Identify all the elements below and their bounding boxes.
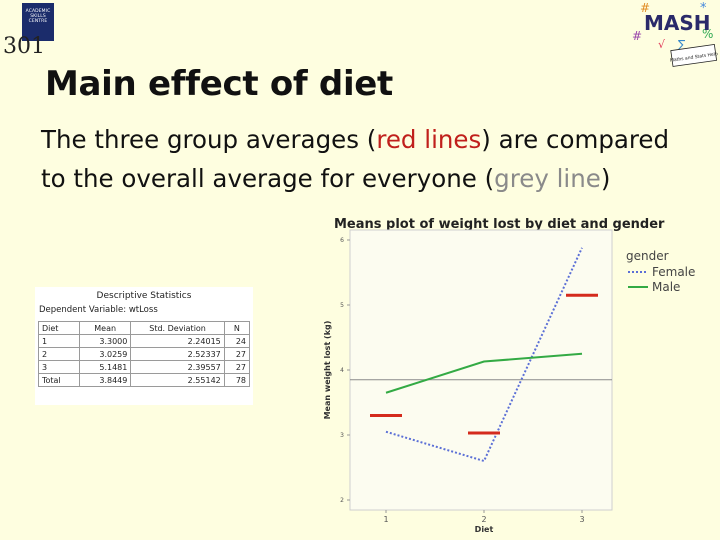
svg-text:%: % — [702, 27, 713, 41]
table-cell: 2.24015 — [130, 334, 225, 348]
table-row: 1 3.3000 2.24015 24 — [38, 334, 251, 348]
red-lines-phrase: red lines — [376, 125, 482, 154]
slide-title: Main effect of diet — [45, 64, 394, 104]
x-tick-label: 1 — [383, 515, 388, 524]
stats-header-cell: Mean — [78, 321, 132, 335]
table-cell: 3.8449 — [78, 373, 132, 387]
stats-header-cell: Std. Deviation — [130, 321, 225, 335]
table-cell: 3.3000 — [78, 334, 132, 348]
body-text-part-3: ) — [600, 164, 611, 193]
institution-logo: ACADEMIC SKILLS CENTRE 301 — [0, 0, 60, 70]
stats-header-cell: N — [223, 321, 251, 335]
logo-badge-text: ACADEMIC SKILLS CENTRE — [25, 9, 51, 24]
mash-brand: MASH — [644, 11, 711, 35]
table-row: 2 3.0259 2.52337 27 — [38, 347, 251, 361]
svg-text:#: # — [640, 1, 650, 15]
means-plot-chart: Means plot of weight lost by diet and ge… — [318, 210, 718, 535]
stats-header-row: Diet Mean Std. Deviation N — [38, 321, 251, 335]
y-tick-label: 5 — [340, 302, 344, 309]
table-cell: 27 — [223, 360, 251, 374]
body-text-part-2: ) are compared to the overall average fo… — [41, 125, 670, 193]
descriptive-statistics-table: Descriptive Statistics Dependent Variabl… — [35, 287, 253, 405]
table-row: 3 5.1481 2.39557 27 — [38, 360, 251, 374]
logo-number: 301 — [3, 34, 45, 59]
table-cell: 3.0259 — [78, 347, 132, 361]
body-text-part-1: The three group averages ( — [41, 125, 377, 154]
slide-body-text: The three group averages (red lines) are… — [41, 120, 681, 198]
x-tick-label: 2 — [481, 515, 486, 524]
table-row: Total 3.8449 2.55142 78 — [38, 373, 251, 387]
y-tick-label: 4 — [340, 367, 344, 374]
stats-dependent-variable: Dependent Variable: wtLoss — [39, 305, 158, 315]
y-tick-label: 6 — [340, 237, 344, 244]
svg-text:√: √ — [658, 38, 666, 51]
table-cell: Total — [38, 373, 80, 387]
y-axis-label: Mean weight lost (kg) — [323, 321, 332, 420]
table-cell: 1 — [38, 334, 80, 348]
mash-logo: # * # % √ ∑ MASH Maths and Stats Help — [630, 0, 720, 75]
x-tick-label: 3 — [579, 515, 584, 524]
table-cell: 3 — [38, 360, 80, 374]
means-plot-svg: Means plot of weight lost by diet and ge… — [323, 217, 695, 534]
x-axis-label: Diet — [475, 525, 494, 534]
table-cell: 2 — [38, 347, 80, 361]
svg-text:*: * — [700, 1, 707, 16]
logo-badge: ACADEMIC SKILLS CENTRE — [22, 3, 54, 41]
grey-line-phrase: grey line — [494, 164, 601, 193]
chart-title: Means plot of weight lost by diet and ge… — [334, 217, 665, 232]
plot-area — [349, 229, 613, 511]
table-cell: 2.52337 — [130, 347, 225, 361]
table-cell: 78 — [223, 373, 251, 387]
legend-label-male: Male — [652, 280, 680, 294]
stats-header-cell: Diet — [38, 321, 80, 335]
stats-title: Descriptive Statistics — [96, 291, 192, 301]
legend-title: gender — [626, 249, 669, 263]
table-cell: 2.55142 — [130, 373, 225, 387]
y-tick-label: 3 — [340, 432, 344, 439]
table-cell: 24 — [223, 334, 251, 348]
svg-text:#: # — [632, 29, 642, 43]
series-line-male — [385, 352, 583, 394]
table-cell: 2.39557 — [130, 360, 225, 374]
table-cell: 27 — [223, 347, 251, 361]
svg-text:∑: ∑ — [678, 38, 686, 51]
y-tick-label: 2 — [340, 497, 344, 504]
table-cell: 5.1481 — [78, 360, 132, 374]
legend-label-female: Female — [652, 265, 695, 279]
